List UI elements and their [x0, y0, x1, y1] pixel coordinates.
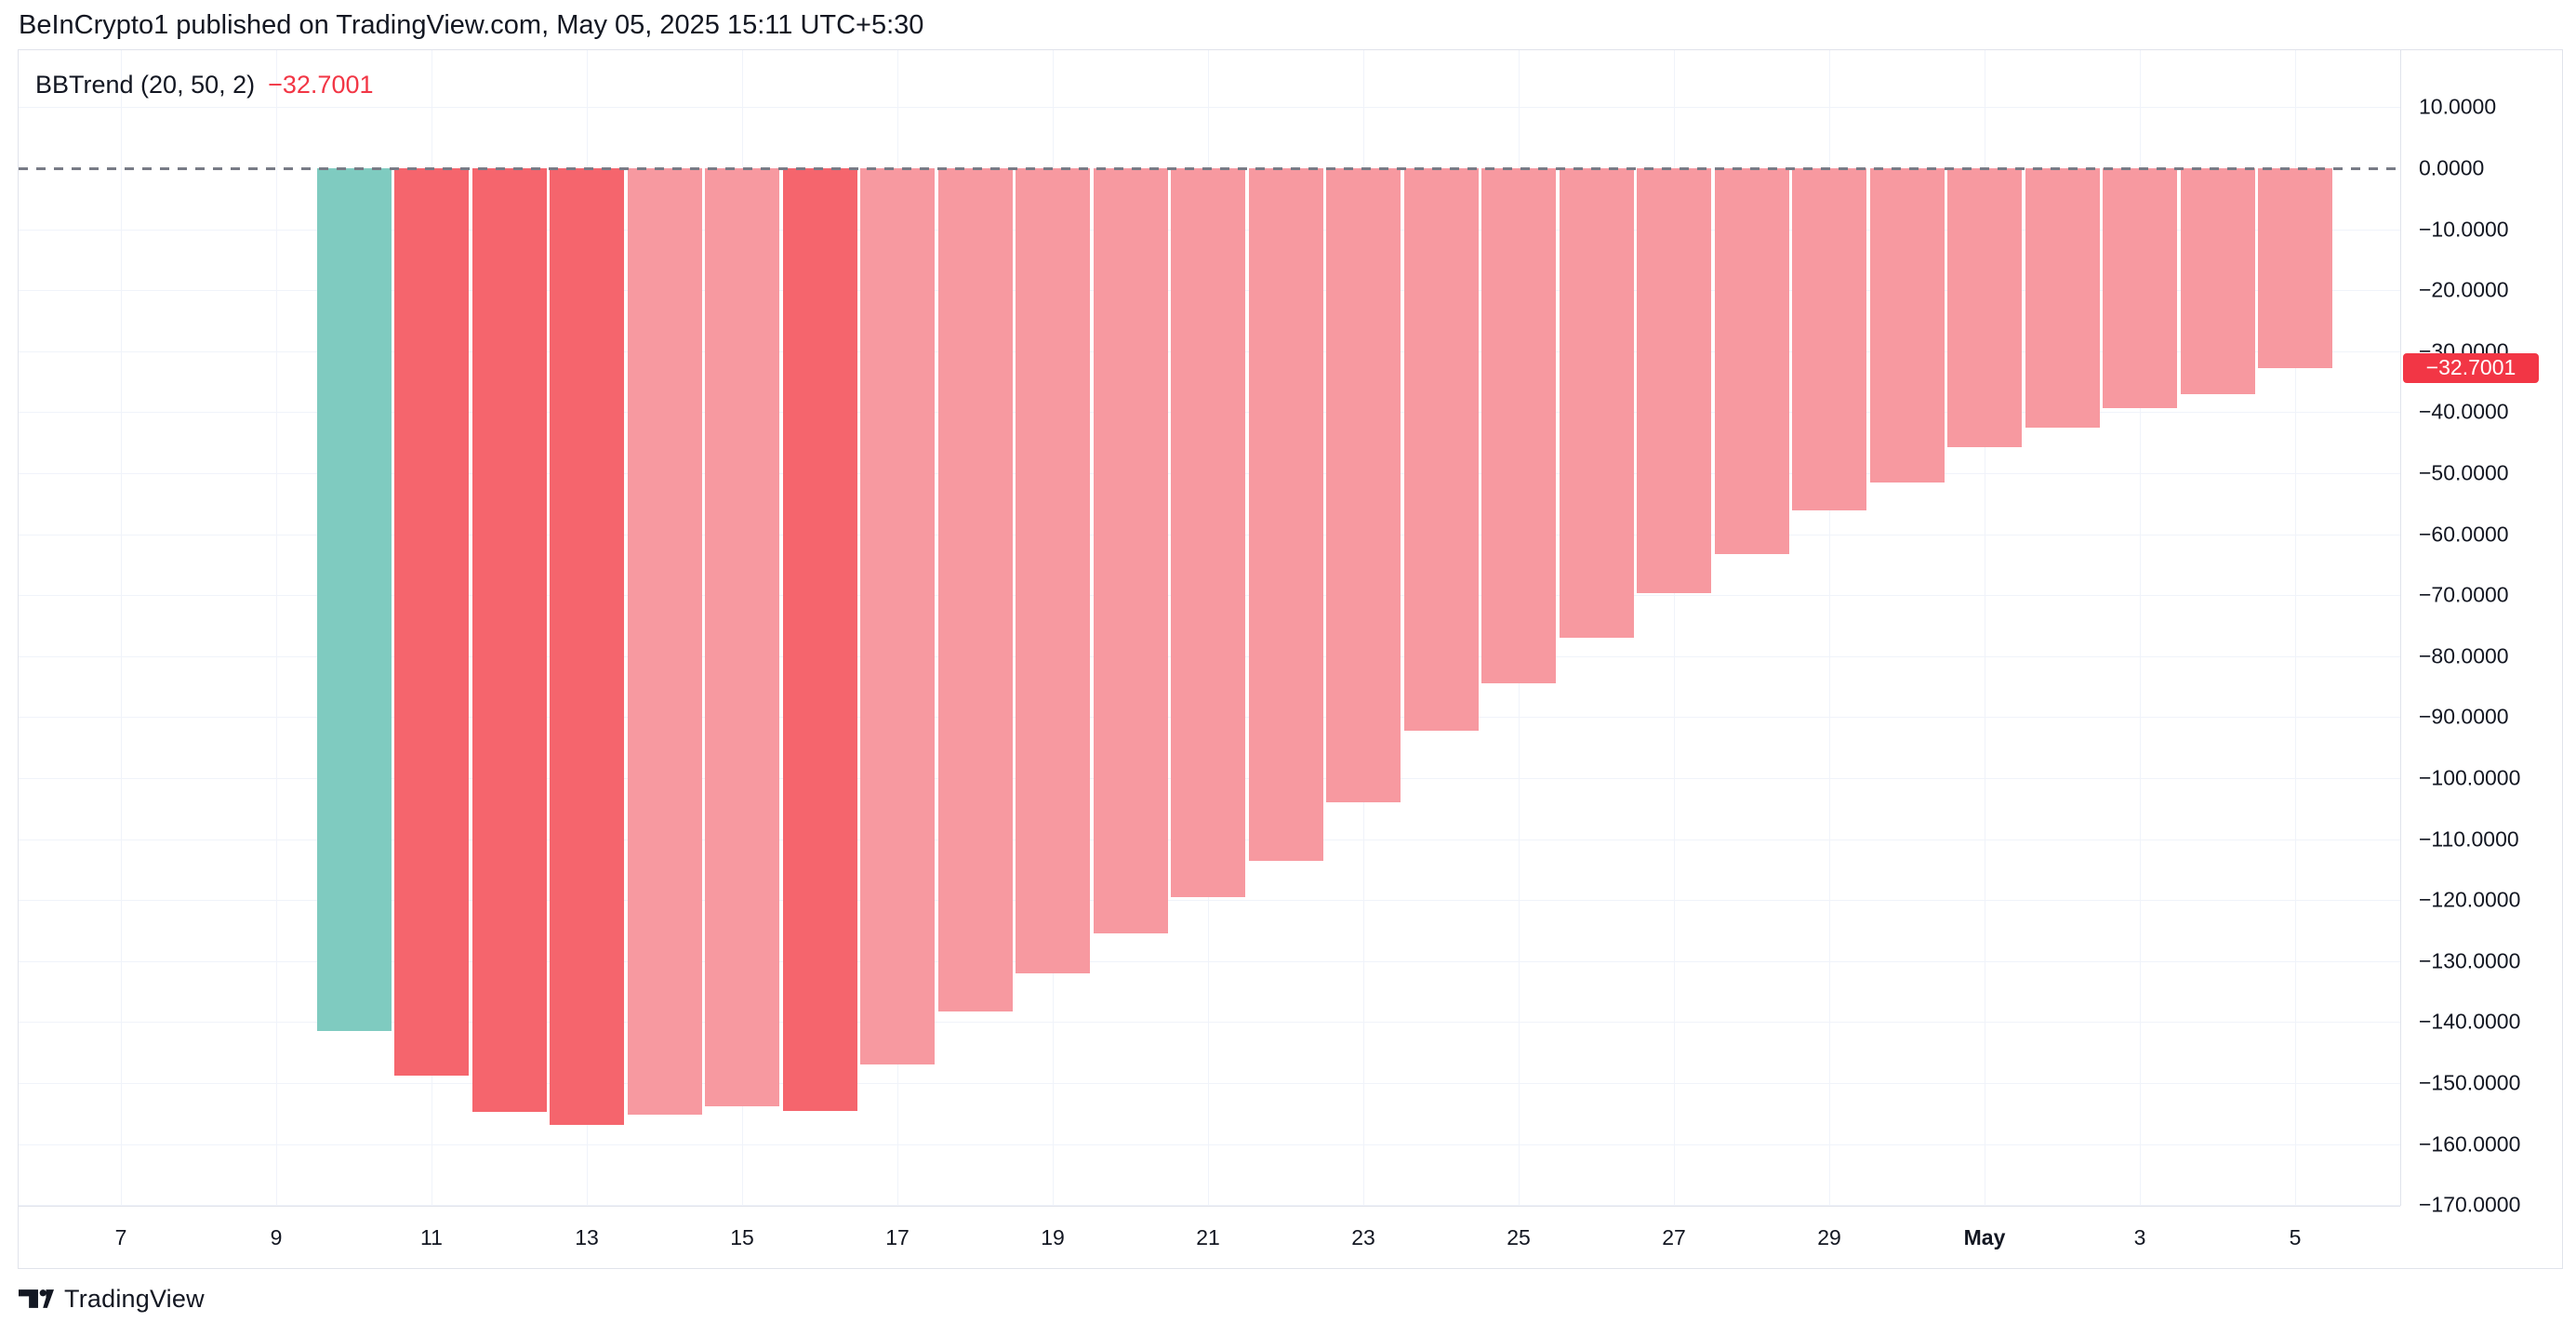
y-tick-label: 0.0000	[2419, 155, 2485, 180]
x-tick-label: 13	[575, 1225, 599, 1249]
bbtrend-bar	[2180, 168, 2255, 394]
grid-line-h	[19, 107, 2400, 109]
grid-line-v	[1829, 50, 1830, 1206]
last-value-price-label: −32.7001	[2403, 352, 2539, 383]
x-tick-label: 19	[1041, 1225, 1065, 1249]
x-tick-label: 27	[1662, 1225, 1686, 1249]
y-tick-label: −90.0000	[2419, 704, 2509, 729]
y-tick-label: −140.0000	[2419, 1009, 2521, 1034]
grid-line-h	[19, 1205, 2400, 1206]
bbtrend-bar	[316, 168, 392, 1031]
x-tick-label: 3	[2133, 1225, 2146, 1249]
published-chart-title: BeInCrypto1 published on TradingView.com…	[19, 10, 924, 40]
grid-line-v	[2295, 50, 2296, 1206]
x-tick-label: 29	[1817, 1225, 1841, 1249]
bbtrend-bar	[627, 168, 702, 1115]
bbtrend-bar	[550, 168, 624, 1125]
bbtrend-bar	[1326, 168, 1401, 802]
y-tick-label: −20.0000	[2419, 277, 2509, 302]
bbtrend-bar	[1248, 168, 1323, 861]
bbtrend-bar	[937, 168, 1013, 1011]
x-tick-label: 15	[730, 1225, 754, 1249]
grid-line-h	[19, 1143, 2400, 1145]
y-tick-label: −110.0000	[2419, 826, 2519, 852]
x-tick-label: 21	[1196, 1225, 1220, 1249]
y-tick-label: −160.0000	[2419, 1131, 2521, 1157]
y-tick-label: −80.0000	[2419, 643, 2509, 668]
tradingview-brand-text: TradingView	[64, 1284, 205, 1313]
bbtrend-bar	[782, 168, 857, 1111]
indicator-value: −32.7001	[268, 71, 374, 99]
x-tick-label: 11	[420, 1225, 443, 1249]
y-tick-label: −100.0000	[2419, 765, 2521, 790]
bbtrend-bar	[1403, 168, 1479, 731]
indicator-legend[interactable]: BBTrend (20, 50, 2) −32.7001	[35, 71, 374, 99]
y-tick-label: −170.0000	[2419, 1192, 2521, 1217]
y-tick-label: −50.0000	[2419, 460, 2509, 485]
y-tick-label: 10.0000	[2419, 94, 2497, 119]
x-tick-label: 17	[885, 1225, 910, 1249]
bbtrend-bar	[2103, 168, 2177, 408]
bbtrend-bar	[2258, 168, 2332, 368]
bbtrend-bar	[1792, 168, 1866, 510]
bbtrend-bar	[705, 168, 779, 1106]
y-tick-label: −70.0000	[2419, 582, 2509, 607]
bbtrend-bar	[1714, 168, 1789, 554]
bbtrend-bar	[2025, 168, 2100, 428]
grid-line-h	[19, 1022, 2400, 1024]
x-tick-label: 5	[2289, 1225, 2302, 1249]
bbtrend-bar	[394, 168, 469, 1076]
x-tick-label: 9	[270, 1225, 283, 1249]
x-tick-label: 23	[1351, 1225, 1375, 1249]
x-tick-label: 7	[114, 1225, 127, 1249]
bbtrend-bar	[1016, 168, 1090, 973]
bbtrend-plot-area[interactable]: BBTrend (20, 50, 2) −32.7001	[19, 50, 2400, 1206]
tradingview-footer-link[interactable]: TradingView	[19, 1283, 205, 1315]
grid-line-h	[19, 1083, 2400, 1084]
bbtrend-bar	[1869, 168, 1945, 482]
price-axis[interactable]: −32.7001 10.0000 0.0000 −10.0000 −20.0000 −3…	[2400, 50, 2561, 1217]
y-tick-label: −120.0000	[2419, 887, 2521, 912]
bbtrend-bar	[1481, 168, 1556, 683]
bbtrend-bar	[1171, 168, 1245, 897]
grid-line-h	[19, 960, 2400, 962]
grid-line-v	[2140, 50, 2141, 1206]
y-tick-label: −10.0000	[2419, 217, 2509, 242]
y-tick-label: −130.0000	[2419, 948, 2521, 973]
grid-line-v	[276, 50, 277, 1206]
indicator-name: BBTrend (20, 50, 2)	[35, 71, 256, 99]
grid-line-h	[19, 900, 2400, 902]
zero-line	[19, 167, 2400, 170]
y-tick-label: −40.0000	[2419, 399, 2509, 424]
time-axis[interactable]: 7 9 11 13 15 17 19 21 23 25 27 29 May 3 5	[19, 1206, 2400, 1268]
bbtrend-bar	[471, 168, 547, 1112]
grid-line-v	[1674, 50, 1675, 1206]
y-tick-label: −150.0000	[2419, 1070, 2521, 1095]
chart-frame: BBTrend (20, 50, 2) −32.7001 −32.7001 10.…	[18, 49, 2563, 1269]
bbtrend-bar	[1637, 168, 1711, 593]
y-tick-label: −60.0000	[2419, 522, 2509, 547]
bbtrend-bar	[1947, 168, 2022, 447]
grid-line-v	[121, 50, 122, 1206]
x-tick-label: May	[1963, 1225, 2006, 1249]
bbtrend-bar	[1559, 168, 1634, 638]
tradingview-logo-icon	[19, 1289, 54, 1308]
x-tick-label: 25	[1507, 1225, 1531, 1249]
bbtrend-bar	[860, 168, 935, 1064]
bbtrend-bar	[1093, 168, 1168, 933]
